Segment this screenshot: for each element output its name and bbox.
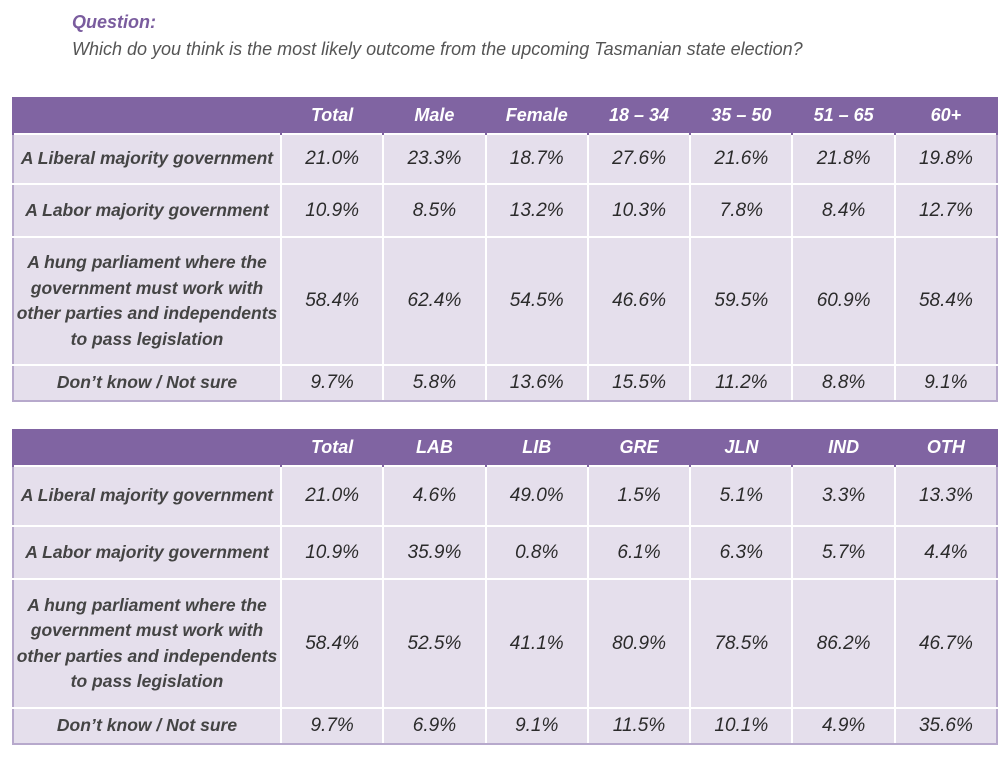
column-header: 51 – 65 (791, 97, 896, 134)
table-cell: 15.5% (586, 364, 692, 402)
column-header: GRE (586, 429, 692, 466)
row-label: Don’t know / Not sure (12, 707, 282, 745)
table-cell: 6.9% (382, 707, 487, 745)
column-header: OTH (893, 429, 999, 466)
table-cell: 21.0% (279, 465, 385, 527)
table-cell: 4.9% (791, 707, 896, 745)
table-header-row: Total LAB LIB GRE JLN IND OTH (12, 429, 999, 466)
table-cell: 6.1% (586, 525, 692, 580)
table-cell: 8.8% (791, 364, 896, 402)
table-cell: 59.5% (689, 236, 794, 366)
table-cell: 52.5% (382, 578, 487, 709)
column-header: Male (382, 97, 487, 134)
table-cell: 23.3% (382, 133, 487, 185)
row-label: A Labor majority government (12, 183, 282, 238)
table-cell: 86.2% (791, 578, 896, 709)
table-row: Don’t know / Not sure 9.7% 6.9% 9.1% 11.… (12, 707, 999, 745)
table-cell: 5.7% (791, 525, 896, 580)
column-header: JLN (689, 429, 794, 466)
table-cell: 9.7% (279, 707, 385, 745)
table-cell: 60.9% (791, 236, 896, 366)
table-cell: 9.1% (484, 707, 589, 745)
table-cell: 10.9% (279, 525, 385, 580)
table-row: A Labor majority government 10.9% 8.5% 1… (12, 183, 999, 238)
table-row: Don’t know / Not sure 9.7% 5.8% 13.6% 15… (12, 364, 999, 402)
table-cell: 13.6% (484, 364, 589, 402)
table-row: A Liberal majority government 21.0% 4.6%… (12, 465, 999, 527)
table-cell: 19.8% (893, 133, 999, 185)
table-cell: 8.5% (382, 183, 487, 238)
table-cell: 13.3% (893, 465, 999, 527)
column-header: Female (484, 97, 589, 134)
table-cell: 35.6% (893, 707, 999, 745)
table-row: A Liberal majority government 21.0% 23.3… (12, 133, 999, 185)
party-table: Total LAB LIB GRE JLN IND OTH A Liberal … (12, 429, 999, 745)
column-header (12, 97, 282, 134)
column-header: 60+ (893, 97, 999, 134)
row-label: Don’t know / Not sure (12, 364, 282, 402)
column-header: IND (791, 429, 896, 466)
table-cell: 21.0% (279, 133, 385, 185)
table-cell: 10.3% (586, 183, 692, 238)
row-label: A hung parliament where the government m… (12, 236, 282, 366)
table-cell: 46.6% (586, 236, 692, 366)
table-cell: 9.1% (893, 364, 999, 402)
column-header (12, 429, 282, 466)
table-cell: 3.3% (791, 465, 896, 527)
table-cell: 4.4% (893, 525, 999, 580)
table-cell: 11.2% (689, 364, 794, 402)
table-cell: 5.1% (689, 465, 794, 527)
table-row: A hung parliament where the government m… (12, 578, 999, 709)
table-cell: 80.9% (586, 578, 692, 709)
table-cell: 4.6% (382, 465, 487, 527)
table-cell: 35.9% (382, 525, 487, 580)
table-cell: 49.0% (484, 465, 589, 527)
table-cell: 58.4% (893, 236, 999, 366)
table-cell: 11.5% (586, 707, 692, 745)
table-cell: 10.1% (689, 707, 794, 745)
table-cell: 7.8% (689, 183, 794, 238)
table-cell: 58.4% (279, 578, 385, 709)
column-header: LAB (382, 429, 487, 466)
table-cell: 62.4% (382, 236, 487, 366)
table-cell: 12.7% (893, 183, 999, 238)
table-cell: 13.2% (484, 183, 589, 238)
table-row: A hung parliament where the government m… (12, 236, 999, 366)
column-header: LIB (484, 429, 589, 466)
column-header: Total (279, 429, 385, 466)
row-label: A Liberal majority government (12, 133, 282, 185)
table-cell: 21.8% (791, 133, 896, 185)
row-label: A Liberal majority government (12, 465, 282, 527)
table-cell: 6.3% (689, 525, 794, 580)
table-cell: 46.7% (893, 578, 999, 709)
table-cell: 18.7% (484, 133, 589, 185)
table-cell: 1.5% (586, 465, 692, 527)
demographics-table: Total Male Female 18 – 34 35 – 50 51 – 6… (12, 97, 999, 402)
table-cell: 58.4% (279, 236, 385, 366)
table-cell: 8.4% (791, 183, 896, 238)
table-cell: 5.8% (382, 364, 487, 402)
table-cell: 0.8% (484, 525, 589, 580)
question-text: Which do you think is the most likely ou… (72, 39, 803, 59)
table-cell: 21.6% (689, 133, 794, 185)
row-label: A hung parliament where the government m… (12, 578, 282, 709)
table-cell: 41.1% (484, 578, 589, 709)
table-cell: 10.9% (279, 183, 385, 238)
question-label: Question: (72, 12, 156, 32)
table-cell: 27.6% (586, 133, 692, 185)
column-header: 18 – 34 (586, 97, 692, 134)
table-row: A Labor majority government 10.9% 35.9% … (12, 525, 999, 580)
column-header: Total (279, 97, 385, 134)
table-cell: 54.5% (484, 236, 589, 366)
column-header: 35 – 50 (689, 97, 794, 134)
table-cell: 9.7% (279, 364, 385, 402)
table-cell: 78.5% (689, 578, 794, 709)
row-label: A Labor majority government (12, 525, 282, 580)
table-header-row: Total Male Female 18 – 34 35 – 50 51 – 6… (12, 97, 999, 134)
